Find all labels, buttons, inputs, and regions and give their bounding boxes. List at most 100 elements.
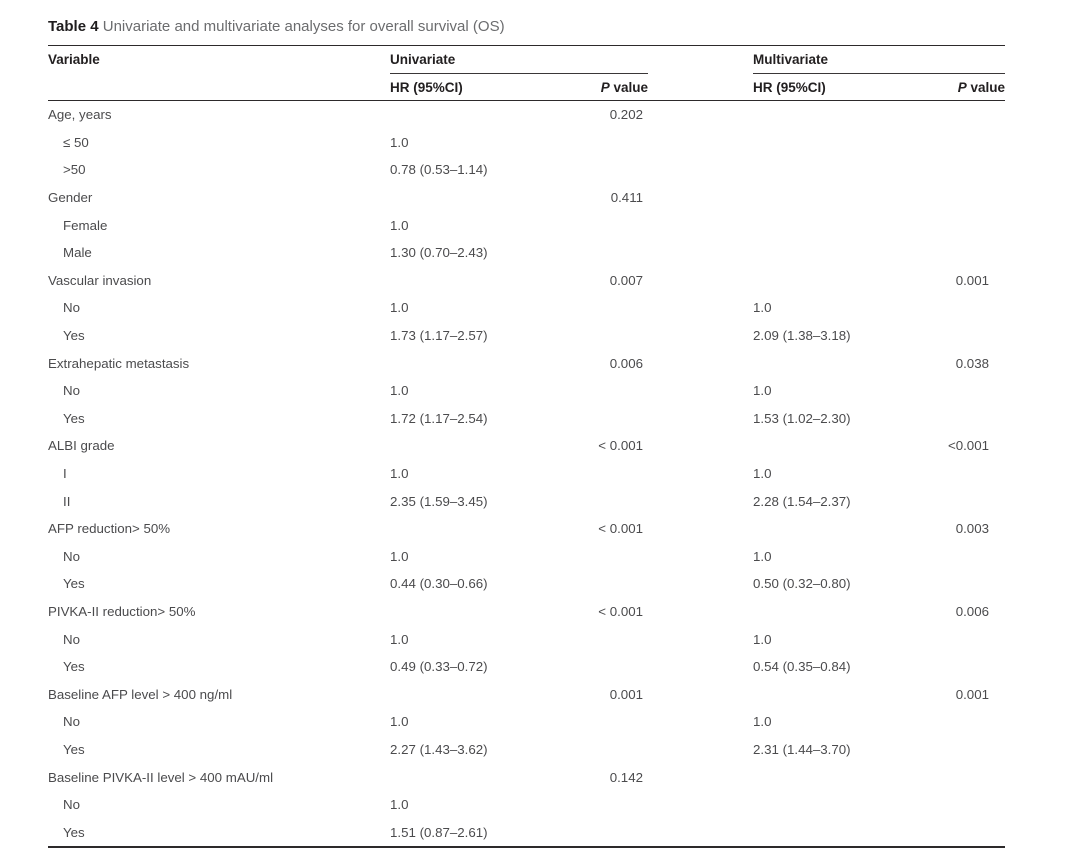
univariate-hr-cell — [390, 349, 570, 377]
variable-cell: No — [63, 797, 80, 813]
table-body: Age, years 0.202 ≤ 50 1.0 >50 0.78 (0.53… — [48, 101, 1005, 848]
column-header-univariate-pvalue: P value — [570, 73, 648, 101]
univariate-pvalue-cell — [570, 653, 648, 681]
multivariate-hr-cell — [753, 211, 900, 239]
multivariate-pvalue-cell — [900, 129, 1005, 157]
table-row: Yes 1.72 (1.17–2.54) 1.53 (1.02–2.30) — [48, 405, 1005, 433]
multivariate-hr-cell: 1.0 — [753, 383, 772, 399]
multivariate-hr-cell: 2.09 (1.38–3.18) — [753, 328, 851, 344]
multivariate-pvalue-cell — [900, 708, 1005, 736]
table-row: No 1.0 1.0 — [48, 625, 1005, 653]
univariate-hr-cell — [390, 598, 570, 626]
multivariate-hr-cell — [753, 239, 900, 267]
spacer-cell — [648, 377, 753, 405]
univariate-hr-cell: 0.49 (0.33–0.72) — [390, 659, 488, 675]
variable-cell: Baseline AFP level > 400 ng/ml — [48, 686, 233, 702]
univariate-hr-cell — [390, 101, 570, 129]
multivariate-hr-cell — [753, 791, 900, 819]
variable-cell: Baseline PIVKA-II level > 400 mAU/ml — [48, 769, 274, 785]
univariate-hr-cell: 1.0 — [390, 383, 409, 399]
univariate-hr-cell: 0.78 (0.53–1.14) — [390, 162, 488, 178]
univariate-pvalue-cell — [570, 487, 648, 515]
univariate-pvalue-cell — [570, 460, 648, 488]
univariate-pvalue-cell — [570, 322, 648, 350]
table-row: Baseline PIVKA-II level > 400 mAU/ml 0.1… — [48, 763, 1005, 791]
univariate-hr-cell: 2.35 (1.59–3.45) — [390, 493, 488, 509]
univariate-pvalue-cell — [570, 708, 648, 736]
spacer-cell — [648, 405, 753, 433]
univariate-hr-cell — [390, 680, 570, 708]
variable-cell: No — [63, 714, 80, 730]
univariate-pvalue-cell: < 0.001 — [598, 603, 643, 619]
multivariate-pvalue-cell: 0.038 — [955, 355, 989, 371]
univariate-pvalue-cell — [570, 156, 648, 184]
univariate-pvalue-cell — [570, 543, 648, 571]
variable-cell: ALBI grade — [48, 438, 115, 454]
spacer-cell — [648, 570, 753, 598]
multivariate-hr-cell: 1.53 (1.02–2.30) — [753, 410, 851, 426]
variable-cell: Gender — [48, 190, 93, 206]
univariate-pvalue-cell: 0.001 — [609, 686, 643, 702]
univariate-hr-cell — [390, 763, 570, 791]
variable-cell: ≤ 50 — [63, 134, 89, 150]
table-header: Variable Univariate Multivariate HR (95%… — [48, 45, 1005, 101]
spacer-cell — [648, 101, 753, 129]
univariate-pvalue-cell — [570, 818, 648, 847]
univariate-hr-cell: 1.72 (1.17–2.54) — [390, 410, 488, 426]
column-header-multivariate-hr: HR (95%CI) — [753, 73, 900, 101]
univariate-pvalue-cell — [570, 736, 648, 764]
variable-cell: PIVKA-II reduction> 50% — [48, 603, 196, 619]
multivariate-hr-cell — [753, 184, 900, 212]
variable-cell: Yes — [63, 328, 85, 344]
table-row: No 1.0 1.0 — [48, 708, 1005, 736]
header-spacer — [648, 45, 753, 101]
univariate-pvalue-cell: 0.006 — [609, 355, 643, 371]
spacer-cell — [648, 625, 753, 653]
table-row: Age, years 0.202 — [48, 101, 1005, 129]
spacer-cell — [648, 791, 753, 819]
spacer-cell — [648, 708, 753, 736]
multivariate-hr-cell: 2.31 (1.44–3.70) — [753, 741, 851, 757]
multivariate-pvalue-cell — [900, 156, 1005, 184]
multivariate-hr-cell — [753, 818, 900, 847]
variable-cell: Extrahepatic metastasis — [48, 355, 190, 371]
multivariate-hr-cell: 1.0 — [753, 300, 772, 316]
column-header-multivariate-pvalue: P value — [900, 73, 1005, 101]
paper-table-page: Table 4 Univariate and multivariate anal… — [48, 17, 1005, 849]
variable-cell: >50 — [63, 162, 86, 178]
table-row: No 1.0 1.0 — [48, 377, 1005, 405]
multivariate-pvalue-cell — [900, 625, 1005, 653]
multivariate-pvalue-cell — [900, 653, 1005, 681]
table-row: Yes 0.44 (0.30–0.66) 0.50 (0.32–0.80) — [48, 570, 1005, 598]
multivariate-pvalue-cell — [900, 543, 1005, 571]
multivariate-pvalue-cell — [900, 763, 1005, 791]
multivariate-hr-cell — [753, 101, 900, 129]
table-row: Yes 2.27 (1.43–3.62) 2.31 (1.44–3.70) — [48, 736, 1005, 764]
multivariate-hr-cell: 0.50 (0.32–0.80) — [753, 576, 851, 592]
variable-cell: II — [63, 493, 71, 509]
spacer-cell — [648, 432, 753, 460]
table-row: Female 1.0 — [48, 211, 1005, 239]
univariate-pvalue-cell: 0.007 — [609, 272, 643, 288]
spacer-cell — [648, 267, 753, 295]
multivariate-pvalue-cell: <0.001 — [947, 438, 989, 454]
multivariate-pvalue-cell: 0.003 — [955, 521, 989, 537]
multivariate-hr-cell — [753, 156, 900, 184]
multivariate-hr-cell — [753, 515, 900, 543]
univariate-hr-cell: 1.0 — [390, 217, 409, 233]
univariate-hr-cell: 2.27 (1.43–3.62) — [390, 741, 488, 757]
multivariate-pvalue-cell — [900, 460, 1005, 488]
table-caption-number: Table 4 — [48, 18, 99, 35]
spacer-cell — [648, 129, 753, 157]
univariate-pvalue-cell — [570, 377, 648, 405]
univariate-pvalue-cell: 0.142 — [609, 769, 643, 785]
univariate-pvalue-cell: < 0.001 — [598, 438, 643, 454]
univariate-pvalue-cell — [570, 625, 648, 653]
variable-cell: No — [63, 631, 80, 647]
multivariate-hr-cell: 1.0 — [753, 466, 772, 482]
table-row: Extrahepatic metastasis 0.006 0.038 — [48, 349, 1005, 377]
multivariate-hr-cell: 1.0 — [753, 714, 772, 730]
table-row: Baseline AFP level > 400 ng/ml 0.001 0.0… — [48, 680, 1005, 708]
univariate-hr-cell — [390, 184, 570, 212]
multivariate-pvalue-cell — [900, 791, 1005, 819]
